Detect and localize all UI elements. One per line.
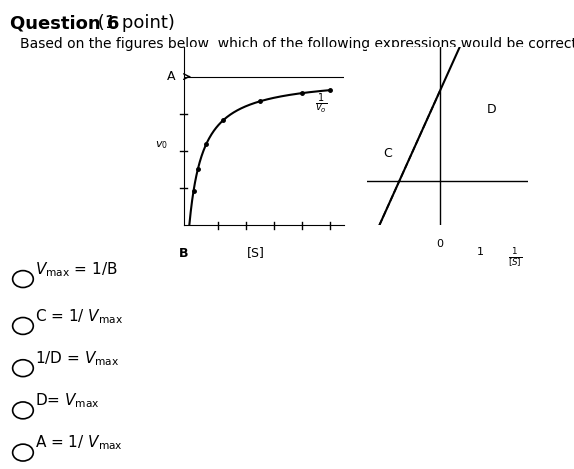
Text: $\frac{1}{v_o}$: $\frac{1}{v_o}$: [315, 91, 327, 116]
Text: $V_\mathrm{max}$ = 1/B: $V_\mathrm{max}$ = 1/B: [35, 260, 118, 279]
Text: 1/D = $V_\mathrm{max}$: 1/D = $V_\mathrm{max}$: [35, 349, 119, 368]
Text: A = 1/ $V_\mathrm{max}$: A = 1/ $V_\mathrm{max}$: [35, 434, 123, 452]
Text: C: C: [383, 147, 392, 160]
Text: (1 point): (1 point): [92, 14, 175, 32]
Text: D= $V_\mathrm{max}$: D= $V_\mathrm{max}$: [35, 392, 100, 410]
Text: D: D: [487, 103, 497, 116]
Text: 1: 1: [476, 247, 483, 257]
Text: C = 1/ $V_\mathrm{max}$: C = 1/ $V_\mathrm{max}$: [35, 307, 123, 325]
Text: 0: 0: [436, 239, 443, 250]
Text: A: A: [167, 70, 176, 83]
Text: B: B: [179, 247, 188, 259]
Text: Based on the figures below, which of the following expressions would be correct?: Based on the figures below, which of the…: [20, 37, 574, 51]
Text: Question 6: Question 6: [10, 14, 119, 32]
X-axis label: $\frac{1}{[S]}$: $\frac{1}{[S]}$: [508, 247, 522, 270]
Text: $v_0$: $v_0$: [155, 139, 168, 151]
X-axis label: [S]: [S]: [247, 247, 265, 259]
